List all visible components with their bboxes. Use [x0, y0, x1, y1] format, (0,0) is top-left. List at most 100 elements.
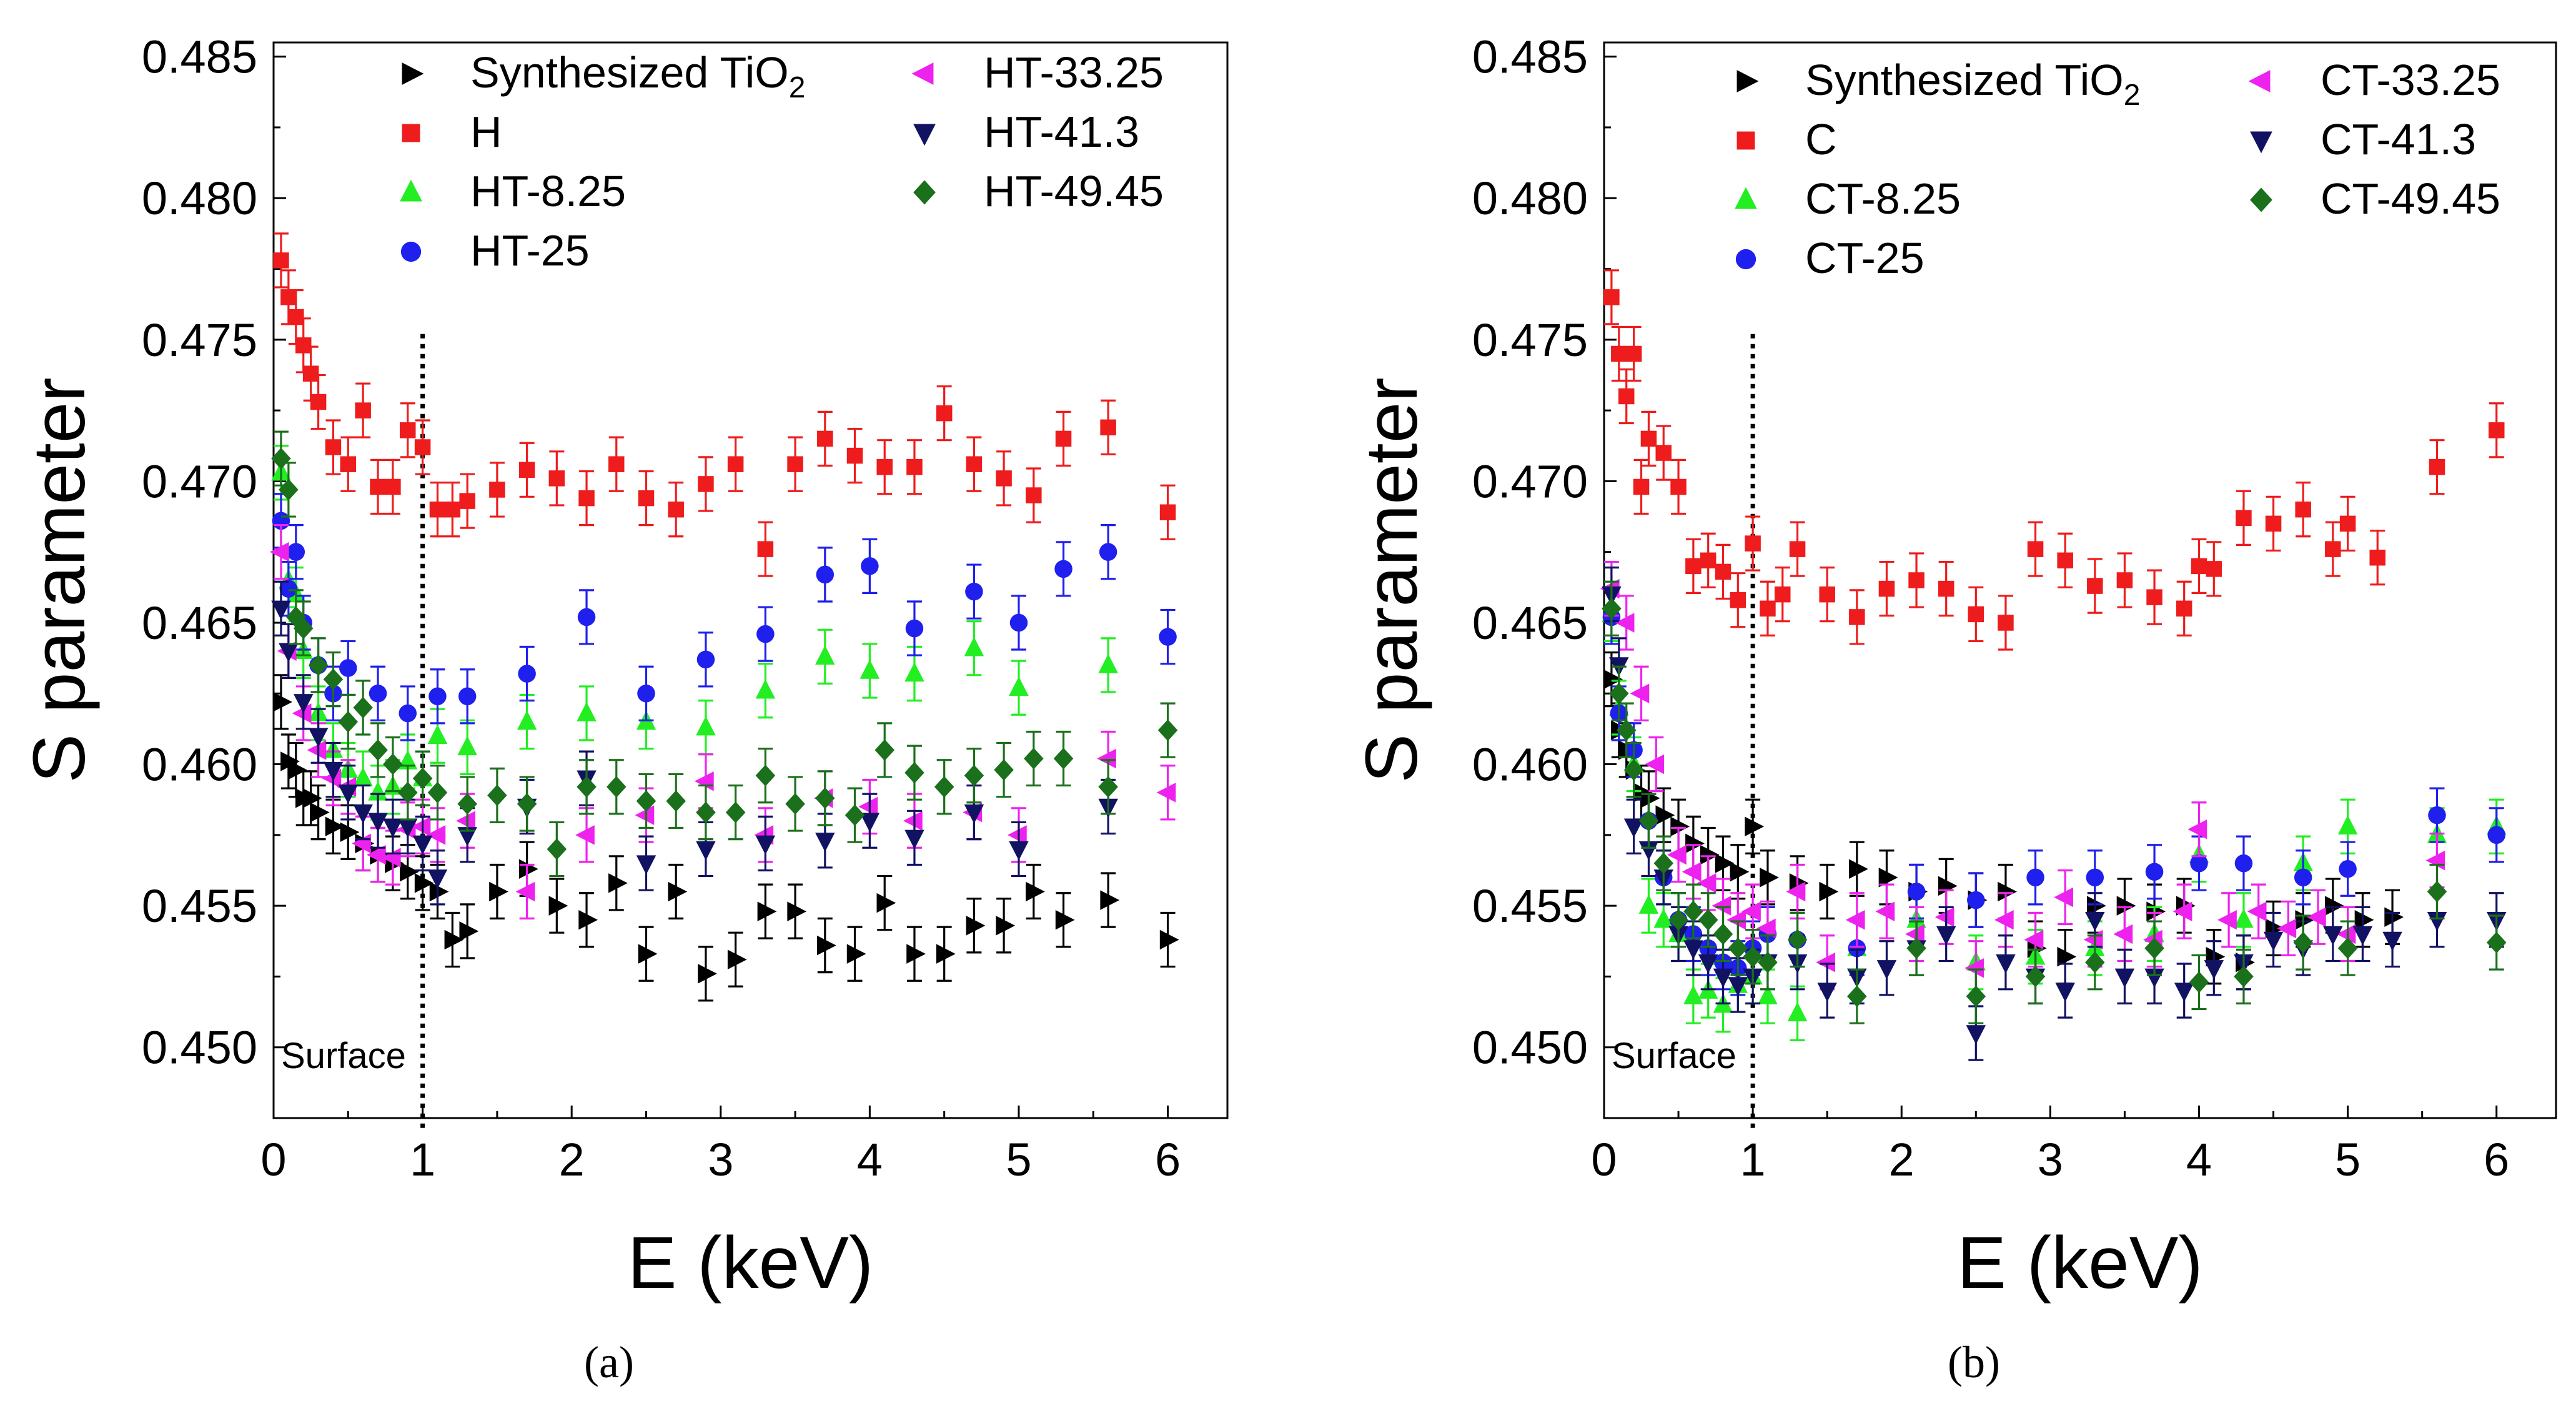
- data-point: [815, 787, 835, 809]
- data-point: [1905, 924, 1925, 944]
- data-point: [2277, 918, 2297, 939]
- data-point: [1603, 669, 1623, 690]
- data-point: [1611, 345, 1627, 362]
- data-point: [668, 881, 688, 902]
- y-tick-label: 0.460: [1472, 739, 1588, 791]
- data-point: [2487, 931, 2507, 954]
- data-point: [273, 252, 289, 269]
- data-point: [308, 728, 329, 748]
- data-point: [2144, 968, 2164, 988]
- data-point: [1998, 615, 2014, 631]
- data-point: [1700, 844, 1720, 865]
- data-point: [2114, 968, 2135, 988]
- data-point: [2190, 854, 2208, 873]
- data-point: [904, 662, 924, 682]
- data-point: [456, 811, 475, 831]
- data-point: [996, 916, 1016, 936]
- data-point: [1775, 586, 1791, 603]
- data-point: [2172, 901, 2192, 921]
- y-tick-label: 0.465: [142, 597, 257, 649]
- data-point: [757, 901, 777, 921]
- data-point: [2369, 549, 2385, 566]
- data-point: [2176, 600, 2192, 617]
- data-point: [1819, 881, 1839, 902]
- data-point: [2146, 901, 2166, 921]
- data-point: [548, 470, 565, 487]
- data-point: [1726, 910, 1746, 930]
- data-point: [1715, 853, 1735, 873]
- data-point: [325, 439, 342, 455]
- data-point: [1998, 881, 2017, 902]
- data-point: [2382, 931, 2402, 951]
- series-synthesized-tio2: [273, 674, 1179, 1002]
- data-point: [412, 767, 433, 790]
- data-point: [696, 841, 716, 861]
- data-point: [2325, 541, 2341, 557]
- data-point: [2337, 815, 2358, 834]
- data-point: [578, 910, 598, 930]
- data-point: [1938, 876, 1958, 896]
- legend-marker: [402, 62, 424, 85]
- data-point: [1623, 818, 1644, 838]
- data-point: [1712, 896, 1731, 916]
- data-point: [2234, 854, 2253, 873]
- data-point: [1054, 560, 1073, 578]
- data-point: [458, 687, 477, 706]
- data-point: [1934, 907, 1954, 928]
- data-point: [1713, 923, 1733, 945]
- data-point: [1609, 683, 1629, 705]
- data-point: [966, 916, 986, 936]
- data-point: [1653, 908, 1673, 928]
- data-point: [2263, 931, 2284, 951]
- data-point: [368, 813, 388, 833]
- x-tick-label: 5: [2335, 1134, 2361, 1186]
- data-point: [2116, 572, 2133, 588]
- data-point: [1968, 606, 1984, 623]
- data-point: [904, 829, 924, 849]
- data-point: [1700, 552, 1717, 569]
- y-tick-label: 0.450: [1472, 1022, 1588, 1074]
- data-point: [698, 476, 714, 492]
- data-point: [1655, 445, 1672, 461]
- data-point: [2146, 589, 2162, 605]
- data-point: [515, 881, 535, 902]
- data-point: [2144, 937, 2164, 959]
- x-tick-label: 2: [559, 1134, 585, 1186]
- data-point: [1848, 939, 1866, 958]
- legend-label: Synthesized TiO2: [470, 48, 805, 104]
- data-point: [367, 844, 386, 865]
- data-point: [1098, 776, 1118, 798]
- data-point: [1908, 572, 1925, 588]
- data-point: [547, 838, 567, 860]
- data-point: [2206, 561, 2222, 577]
- data-point: [1849, 609, 1865, 625]
- data-point: [2489, 422, 2505, 438]
- data-point: [353, 767, 373, 786]
- data-point: [2337, 937, 2358, 959]
- data-point: [2191, 558, 2207, 575]
- series-h: [273, 232, 1176, 577]
- x-tick-label: 4: [857, 1134, 883, 1186]
- surface-annotation: Surface: [1612, 1036, 1736, 1076]
- data-point: [1100, 890, 1120, 910]
- data-point: [934, 776, 954, 798]
- data-point: [2295, 910, 2315, 930]
- data-point: [355, 402, 371, 418]
- data-point: [2294, 868, 2312, 887]
- data-point: [1875, 901, 1895, 921]
- data-point: [288, 760, 307, 780]
- data-point: [696, 801, 716, 823]
- data-point: [636, 855, 656, 875]
- data-point: [1097, 748, 1116, 769]
- series-ct-41-3: [1602, 567, 2507, 1061]
- legend-label-main: Synthesized TiO: [470, 48, 789, 97]
- data-point: [397, 818, 418, 838]
- data-point: [1756, 918, 1776, 939]
- data-point: [369, 685, 387, 703]
- data-point: [816, 565, 835, 584]
- y-tick-label: 0.485: [1472, 31, 1588, 83]
- data-point: [429, 501, 446, 518]
- data-point: [1758, 951, 1778, 974]
- data-point: [1760, 868, 1779, 888]
- data-point: [2236, 510, 2252, 527]
